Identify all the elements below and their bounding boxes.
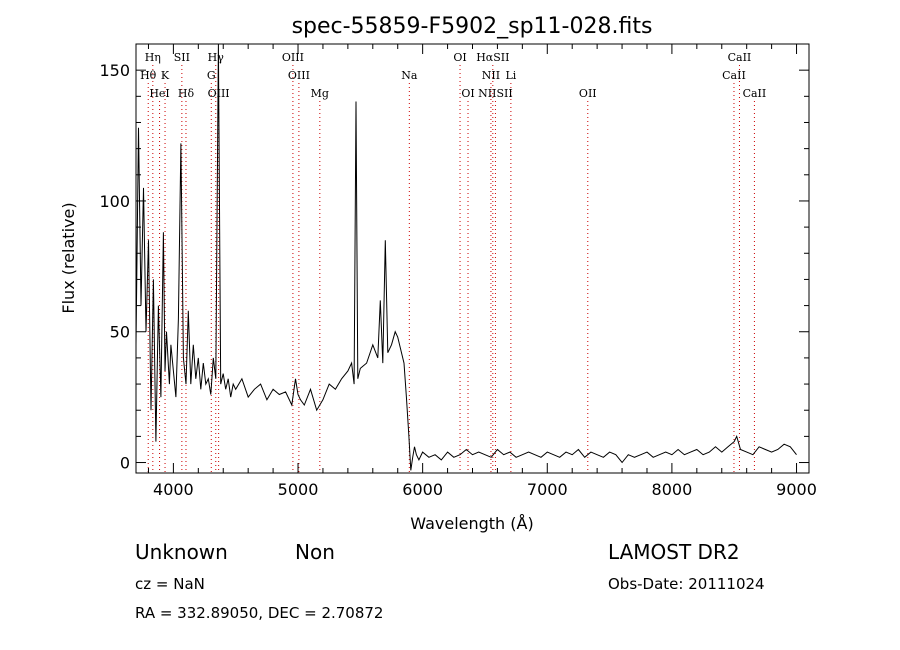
line-label-11: Na: [401, 69, 418, 82]
cz-label: cz = NaN: [135, 575, 205, 593]
line-label-12: NII: [482, 69, 500, 82]
plot-frame: [135, 43, 810, 474]
line-label-22: CaII: [743, 87, 767, 100]
line-label-0: Hη: [145, 51, 161, 64]
spectrum-series-0: [135, 43, 797, 471]
line-label-9: G: [207, 69, 216, 82]
x-axis-label: Wavelength (Å): [410, 514, 533, 533]
x-tick-label-4: 8000: [652, 480, 693, 499]
y-tick-label-2: 100: [99, 192, 130, 211]
chart-title: spec-55859-F5902_sp11-028.fits: [292, 14, 653, 39]
line-label-7: Hθ: [140, 69, 157, 82]
line-label-18: Mg: [311, 87, 329, 100]
line-label-21: OII: [579, 87, 597, 100]
x-tick-label-2: 6000: [402, 480, 443, 499]
line-label-13: Li: [505, 69, 516, 82]
obs-date-label: Obs-Date: 20111024: [608, 575, 765, 593]
subclass-label: Non: [295, 540, 335, 564]
y-tick-label-1: 50: [110, 323, 130, 342]
y-tick-label-3: 150: [99, 61, 130, 80]
coords-label: RA = 332.89050, DEC = 2.70872: [135, 604, 384, 622]
line-label-8: K: [161, 69, 170, 82]
line-label-16: Hδ: [178, 87, 195, 100]
line-label-4: OI: [453, 51, 466, 64]
line-label-19: OI: [461, 87, 474, 100]
line-label-20: NIISII: [478, 87, 513, 100]
y-axis-label: Flux (relative): [59, 202, 78, 313]
line-label-2: Hγ: [208, 51, 225, 64]
line-label-15: HeI: [149, 87, 169, 100]
line-label-5: HαSII: [476, 51, 509, 64]
line-label-14: CaII: [722, 69, 746, 82]
x-tick-label-1: 5000: [278, 480, 319, 499]
x-tick-label-5: 9000: [776, 480, 817, 499]
class-label: Unknown: [135, 540, 228, 564]
line-label-3: OIII: [282, 51, 304, 64]
survey-label: LAMOST DR2: [608, 540, 740, 564]
x-tick-label-0: 4000: [153, 480, 194, 499]
y-tick-label-0: 0: [120, 454, 130, 473]
line-label-6: CaII: [728, 51, 752, 64]
x-tick-label-3: 7000: [527, 480, 568, 499]
line-label-1: SII: [174, 51, 190, 64]
line-label-10: OIII: [288, 69, 310, 82]
